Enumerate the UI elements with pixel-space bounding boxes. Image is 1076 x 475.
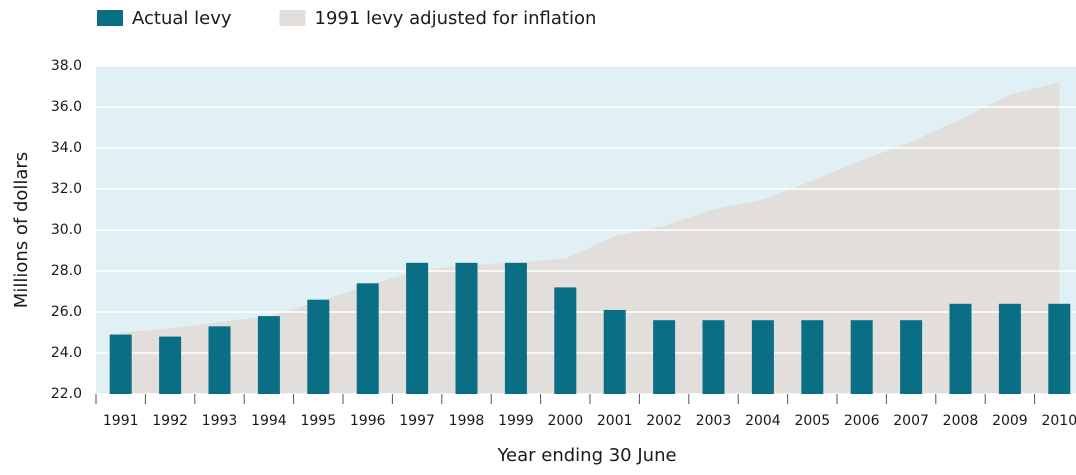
area	[120, 82, 1060, 395]
y-tick-label: 38.0	[51, 58, 82, 74]
bar	[257, 316, 280, 394]
y-tick-label: 22.0	[51, 386, 82, 402]
y-axis-title: Millions of dollars	[11, 152, 32, 308]
bar	[1048, 303, 1071, 394]
x-tick-label: 2009	[992, 413, 1028, 429]
bar	[208, 326, 231, 394]
bar	[702, 320, 725, 394]
bar	[159, 336, 182, 394]
bar	[900, 320, 923, 394]
x-tick-label: 1993	[202, 413, 238, 429]
x-tick-label: 1996	[350, 413, 386, 429]
bar	[850, 320, 873, 394]
x-axis-title: Year ending 30 June	[496, 445, 676, 466]
y-tick-label: 32.0	[51, 181, 82, 197]
bar	[109, 334, 132, 394]
x-tick-label: 1994	[251, 413, 287, 429]
x-tick-label: 2007	[893, 413, 929, 429]
x-tick-label: 1992	[152, 413, 188, 429]
x-tick-label: 2006	[844, 413, 880, 429]
bar	[504, 262, 527, 394]
bar	[356, 283, 379, 394]
legend-label: Actual levy	[132, 8, 232, 29]
x-tick-label: 1998	[449, 413, 485, 429]
y-tick-label: 36.0	[51, 99, 82, 115]
y-tick-label: 34.0	[51, 140, 82, 156]
x-tick-label: 2000	[547, 413, 583, 429]
x-tick-label: 2005	[794, 413, 830, 429]
bar	[554, 287, 577, 394]
bar	[455, 262, 478, 394]
legend-swatch	[279, 10, 306, 26]
x-tick-label: 2001	[597, 413, 633, 429]
x-tick-label: 1997	[399, 413, 435, 429]
bar	[653, 320, 676, 394]
x-tick-label: 1999	[498, 413, 534, 429]
bar	[406, 262, 429, 394]
bar	[603, 309, 626, 394]
x-tick-label: 1991	[103, 413, 139, 429]
bar	[307, 299, 330, 394]
x-tick-label: 2010	[1041, 413, 1076, 429]
x-tick-label: 2004	[745, 413, 781, 429]
x-tick-label: 2003	[696, 413, 732, 429]
bar	[949, 303, 972, 394]
bar	[751, 320, 774, 394]
legend-swatch	[97, 10, 123, 26]
y-tick-label: 30.0	[51, 222, 82, 238]
legend-label: 1991 levy adjusted for inflation	[315, 8, 597, 29]
x-tick-label: 2002	[646, 413, 682, 429]
bar	[998, 303, 1021, 394]
x-tick-label: 2008	[943, 413, 979, 429]
x-tick-label: 1995	[300, 413, 336, 429]
y-tick-label: 28.0	[51, 263, 82, 279]
y-tick-label: 26.0	[51, 304, 82, 320]
y-tick-label: 24.0	[51, 345, 82, 361]
bar	[801, 320, 824, 394]
